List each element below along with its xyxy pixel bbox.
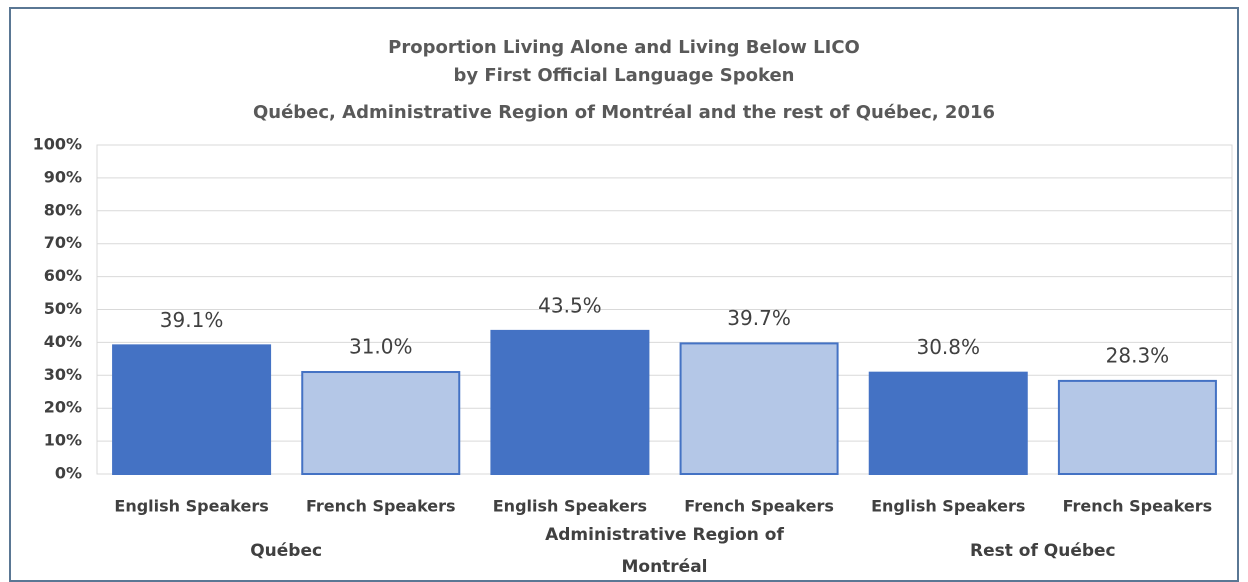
- x-tick-label: English Speakers: [114, 497, 268, 516]
- y-tick-label: 40%: [44, 332, 82, 351]
- x-tick-label: French Speakers: [1063, 497, 1213, 516]
- bar: [301, 371, 461, 476]
- group-label: Québec: [250, 541, 323, 561]
- bar: [112, 344, 272, 475]
- y-tick-label: 90%: [44, 167, 82, 186]
- value-label: 43.5%: [538, 293, 602, 317]
- y-tick-label: 70%: [44, 233, 82, 252]
- bar: [1057, 379, 1217, 476]
- y-tick-label: 60%: [44, 266, 82, 285]
- group-label-box: Administrative Region of Montréal: [545, 525, 784, 577]
- y-tick-label: 100%: [33, 135, 82, 154]
- value-label: 31.0%: [349, 335, 413, 359]
- y-tick-label: 10%: [44, 431, 82, 450]
- value-label: 39.1%: [160, 308, 224, 332]
- chart-border: [9, 7, 1239, 582]
- bar: [679, 342, 839, 475]
- value-label: 39.7%: [727, 306, 791, 330]
- x-tick-label: English Speakers: [493, 497, 647, 516]
- y-tick-label: 80%: [44, 200, 82, 219]
- group-label: Rest of Québec: [970, 541, 1116, 561]
- group-label: Administrative Region of Montréal: [545, 525, 784, 577]
- bar: [868, 371, 1028, 475]
- x-tick-label: French Speakers: [684, 497, 834, 516]
- value-label: 30.8%: [916, 335, 980, 359]
- bar: [490, 329, 650, 476]
- y-tick-label: 20%: [44, 398, 82, 417]
- x-tick-label: French Speakers: [306, 497, 456, 516]
- group-label-box: Québec: [250, 541, 323, 561]
- chart-title: Québec, Administrative Region of Montréa…: [253, 102, 995, 123]
- y-tick-label: 30%: [44, 365, 82, 384]
- chart-title: by First Official Language Spoken: [454, 65, 795, 86]
- y-tick-label: 0%: [55, 464, 82, 483]
- x-tick-label: English Speakers: [871, 497, 1025, 516]
- group-label-box: Rest of Québec: [970, 541, 1116, 561]
- value-label: 28.3%: [1106, 343, 1170, 367]
- chart-title: Proportion Living Alone and Living Below…: [388, 37, 860, 58]
- y-tick-label: 50%: [44, 299, 82, 318]
